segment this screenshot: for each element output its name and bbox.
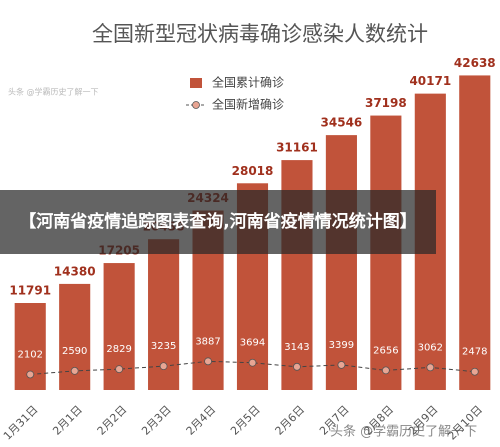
line-point [70, 366, 79, 375]
data-label: 3694 [240, 338, 265, 349]
data-label: 14380 [54, 264, 96, 278]
legend-swatch [190, 78, 202, 88]
data-label: 2478 [462, 347, 487, 358]
data-label: 42638 [454, 56, 496, 70]
data-label: 3399 [329, 340, 354, 351]
data-label: 3143 [284, 342, 309, 353]
x-tick-label: 2月4日 [184, 403, 219, 438]
banner: 【河南省疫情追踪图表查询,河南省疫情情况统计图】 [0, 190, 436, 254]
data-label: 34546 [321, 116, 363, 130]
chart-title: 全国新型冠状病毒确诊感染人数统计 [92, 22, 428, 46]
data-label: 11791 [9, 284, 51, 298]
data-label: 2829 [106, 344, 131, 355]
x-tick-label: 2月3日 [139, 403, 174, 438]
x-tick-label: 2月2日 [95, 403, 130, 438]
watermark: 头条 @学霸历史了解一下 [330, 424, 477, 440]
legend-label: 全国新增确诊 [212, 97, 284, 112]
line-point [426, 363, 435, 372]
line [30, 360, 475, 375]
line-point [470, 367, 479, 376]
data-label: 3235 [151, 341, 176, 352]
data-label: 2590 [62, 346, 87, 357]
watermark: 头条 @学霸历史了解一下 [8, 87, 99, 97]
line-point [381, 366, 390, 375]
legend-marker [192, 101, 200, 109]
line-point [115, 365, 124, 374]
data-label: 2656 [373, 345, 398, 356]
data-label: 37198 [365, 96, 407, 110]
line-point [26, 370, 35, 379]
data-label: 40171 [409, 74, 451, 88]
bar [459, 75, 491, 391]
data-label: 2102 [18, 349, 43, 360]
line-point [248, 358, 257, 367]
x-tick-label: 2月1日 [50, 403, 85, 438]
legend-label: 全国累计确诊 [212, 75, 284, 90]
line-point [204, 357, 212, 366]
data-label: 3062 [418, 342, 443, 353]
x-tick-label: 2月6日 [273, 403, 308, 438]
line-point [337, 361, 346, 369]
x-tick-label: 2月5日 [228, 403, 263, 438]
data-label: 31161 [276, 141, 318, 155]
x-tick-label: 1月31日 [1, 403, 41, 443]
data-label: 3887 [195, 336, 220, 347]
line-point [293, 362, 301, 371]
bar [325, 135, 357, 390]
line-point [159, 362, 168, 371]
data-label: 28018 [232, 164, 274, 178]
